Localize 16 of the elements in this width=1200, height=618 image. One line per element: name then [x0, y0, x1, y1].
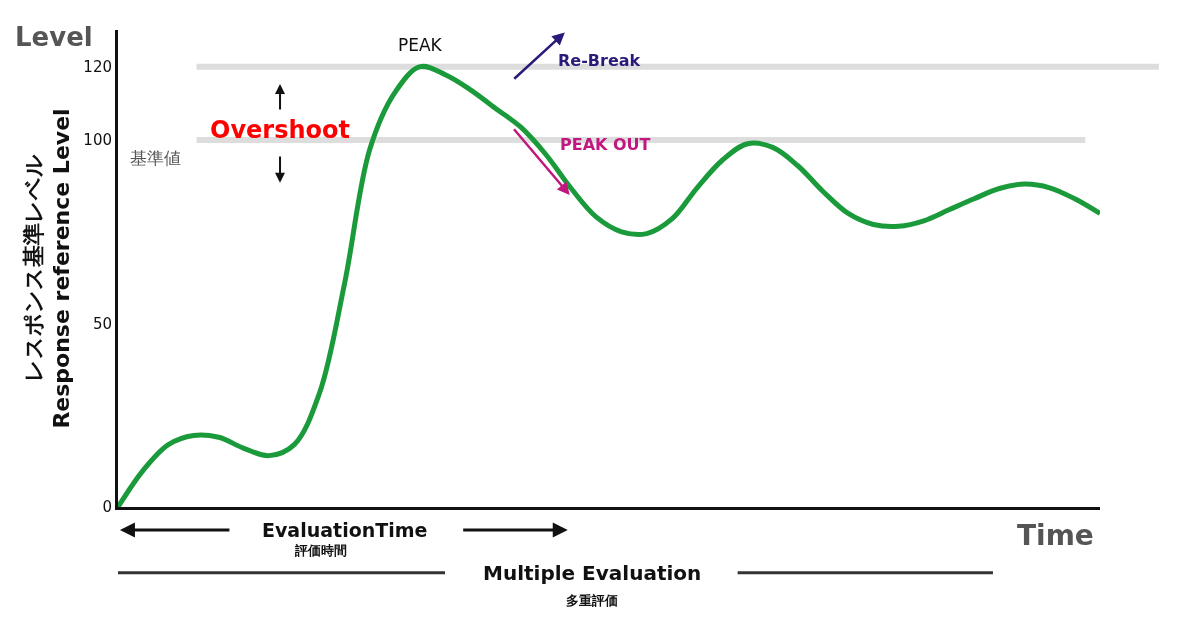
y-tick-label: 100 — [83, 131, 112, 150]
y-tick-label: 120 — [83, 57, 112, 76]
annotation: Overshoot — [210, 116, 350, 144]
text: 評価時間 — [294, 543, 347, 558]
ref-line-label: 基準値 — [130, 148, 181, 168]
text: EvaluationTime — [262, 519, 428, 541]
text: 多重評価 — [566, 593, 618, 608]
y-tick-label: 50 — [92, 314, 112, 333]
y-tick-label: 0 — [102, 498, 112, 517]
annotation: PEAK — [398, 35, 443, 55]
annotation: PEAK OUT — [560, 135, 651, 154]
text: Level — [15, 22, 93, 52]
annotation: Re-Break — [558, 51, 641, 70]
y-axis-title: レスポンス基準レベル Response reference Level — [20, 108, 75, 429]
x-axis-title: Time — [1017, 519, 1094, 552]
text: Multiple Evaluation — [483, 561, 702, 585]
